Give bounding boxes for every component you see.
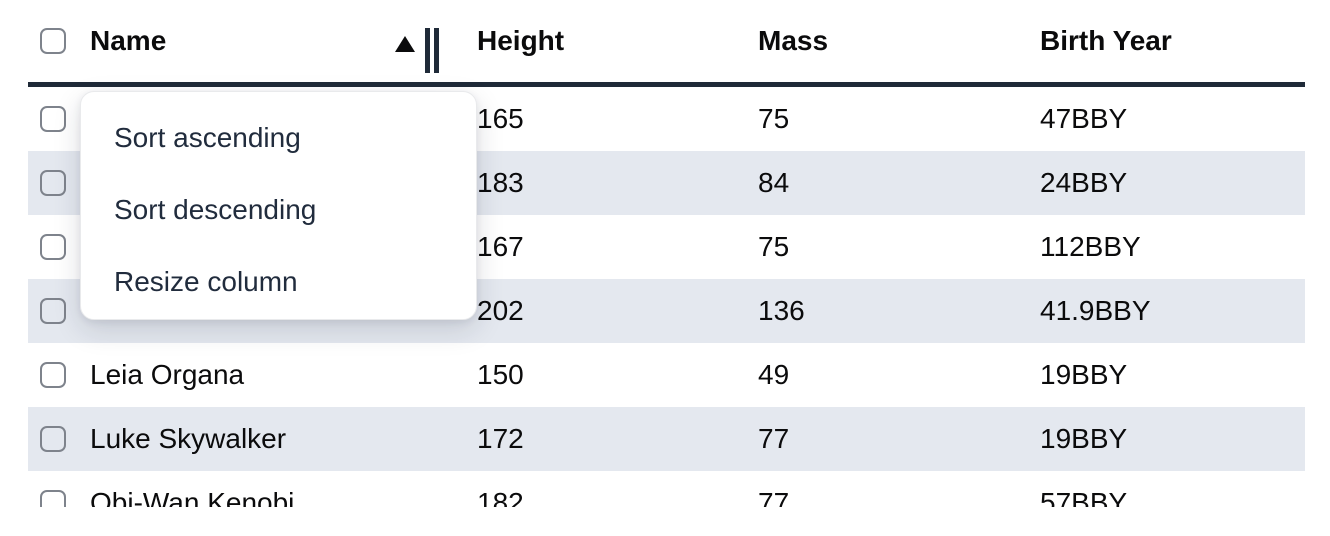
cell-height-value: 150 xyxy=(477,359,524,390)
table-row: Leia Organa 150 49 19BBY xyxy=(28,343,1305,407)
row-select-cell xyxy=(28,426,80,452)
cell-birth-year-value: 19BBY xyxy=(1040,423,1128,454)
row-select-cell xyxy=(28,362,80,388)
cell-height: 172 xyxy=(477,423,758,455)
row-select-cell xyxy=(28,298,80,324)
cell-height: 182 xyxy=(477,487,758,507)
cell-name: Luke Skywalker xyxy=(80,423,477,455)
cell-height-value: 202 xyxy=(477,295,524,326)
cell-birth-year: 47BBY xyxy=(1040,103,1305,135)
cell-name: Leia Organa xyxy=(80,359,477,391)
cell-birth-year-value: 19BBY xyxy=(1040,359,1128,390)
cell-mass-value: 84 xyxy=(758,167,790,198)
cell-height-value: 165 xyxy=(477,103,524,134)
table-row: 167 75 112BBY xyxy=(28,215,1305,279)
cell-birth-year: 41.9BBY xyxy=(1040,295,1305,327)
cell-mass-value: 136 xyxy=(758,295,805,326)
cell-name-value: Leia Organa xyxy=(90,359,245,390)
sort-ascending-icon xyxy=(395,36,415,52)
table-header-row: Name Height Mass Birth Year xyxy=(28,0,1305,87)
cell-height: 183 xyxy=(477,167,758,199)
column-header-birth-year[interactable]: Birth Year xyxy=(1040,25,1305,57)
row-select-cell xyxy=(28,170,80,196)
column-header-mass-label: Mass xyxy=(758,25,829,56)
cell-mass: 84 xyxy=(758,167,1040,199)
cell-mass-value: 75 xyxy=(758,103,790,134)
row-checkbox[interactable] xyxy=(40,234,66,260)
cell-birth-year-value: 24BBY xyxy=(1040,167,1128,198)
row-checkbox[interactable] xyxy=(40,298,66,324)
cell-birth-year: 19BBY xyxy=(1040,423,1305,455)
cell-name: Obi-Wan Kenobi xyxy=(80,487,477,507)
cell-birth-year-value: 112BBY xyxy=(1040,231,1141,262)
column-header-height-label: Height xyxy=(477,25,565,56)
cell-height-value: 172 xyxy=(477,423,524,454)
cell-name-value: Obi-Wan Kenobi xyxy=(90,487,295,507)
column-header-name-label: Name xyxy=(90,25,167,56)
cell-height-value: 183 xyxy=(477,167,524,198)
cell-mass-value: 77 xyxy=(758,487,790,507)
cell-height-value: 182 xyxy=(477,487,524,507)
cell-birth-year: 112BBY xyxy=(1040,231,1305,263)
cell-birth-year: 57BBY xyxy=(1040,487,1305,507)
row-select-cell xyxy=(28,234,80,260)
cell-height: 167 xyxy=(477,231,758,263)
column-context-menu: Sort ascending Sort descending Resize co… xyxy=(80,91,477,320)
cell-mass-value: 77 xyxy=(758,423,790,454)
cell-birth-year-value: 41.9BBY xyxy=(1040,295,1151,326)
cell-mass: 77 xyxy=(758,487,1040,507)
table-row: Obi-Wan Kenobi 182 77 57BBY xyxy=(28,471,1305,507)
cell-mass: 75 xyxy=(758,103,1040,135)
cell-height: 165 xyxy=(477,103,758,135)
row-checkbox[interactable] xyxy=(40,426,66,452)
menu-item-sort-ascending[interactable]: Sort ascending xyxy=(114,122,301,153)
menu-item-resize-column[interactable]: Resize column xyxy=(114,266,298,297)
column-header-birth-year-label: Birth Year xyxy=(1040,25,1172,56)
table-row: 165 75 47BBY xyxy=(28,87,1305,151)
cell-mass: 75 xyxy=(758,231,1040,263)
row-checkbox[interactable] xyxy=(40,362,66,388)
column-header-name[interactable]: Name xyxy=(80,25,477,57)
cell-mass: 136 xyxy=(758,295,1040,327)
row-select-cell xyxy=(28,106,80,132)
row-select-cell xyxy=(28,490,80,507)
cell-mass-value: 75 xyxy=(758,231,790,262)
cell-mass: 77 xyxy=(758,423,1040,455)
cell-birth-year-value: 57BBY xyxy=(1040,487,1128,507)
select-all-checkbox[interactable] xyxy=(40,28,66,54)
row-checkbox[interactable] xyxy=(40,490,66,507)
cell-name-value: Luke Skywalker xyxy=(90,423,287,454)
row-checkbox[interactable] xyxy=(40,106,66,132)
cell-birth-year: 24BBY xyxy=(1040,167,1305,199)
menu-item-sort-descending[interactable]: Sort descending xyxy=(114,194,317,225)
column-resize-handle[interactable] xyxy=(425,28,439,73)
cell-birth-year-value: 47BBY xyxy=(1040,103,1128,134)
table-row: Luke Skywalker 172 77 19BBY xyxy=(28,407,1305,471)
cell-mass-value: 49 xyxy=(758,359,790,390)
select-all-cell xyxy=(28,28,80,54)
column-header-height[interactable]: Height xyxy=(477,25,758,57)
cell-height-value: 167 xyxy=(477,231,524,262)
cell-birth-year: 19BBY xyxy=(1040,359,1305,391)
column-header-mass[interactable]: Mass xyxy=(758,25,1040,57)
cell-height: 150 xyxy=(477,359,758,391)
row-checkbox[interactable] xyxy=(40,170,66,196)
cell-mass: 49 xyxy=(758,359,1040,391)
cell-height: 202 xyxy=(477,295,758,327)
